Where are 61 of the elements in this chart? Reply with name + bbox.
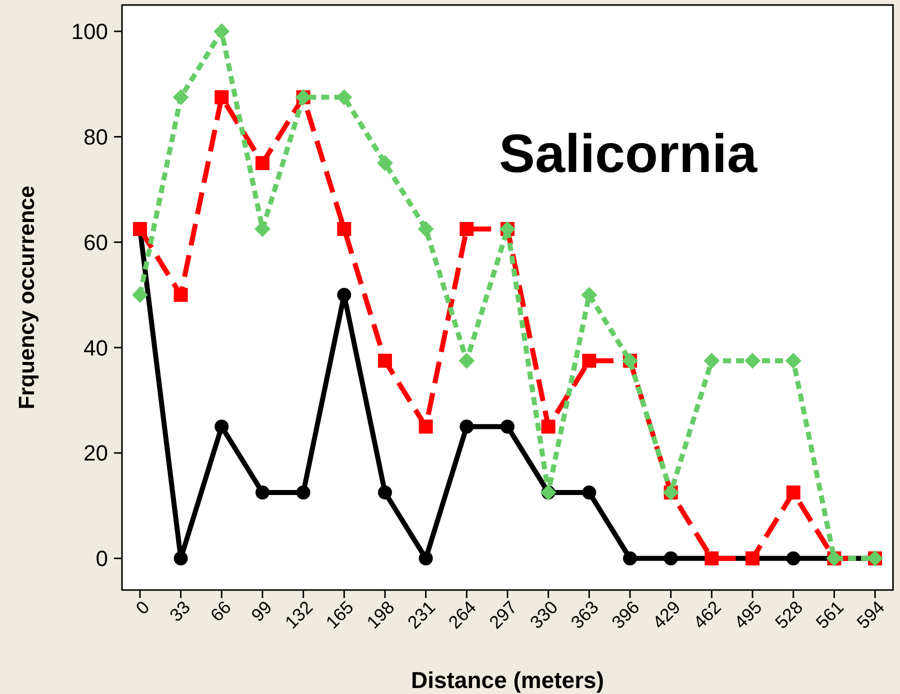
point — [296, 486, 310, 500]
point — [214, 23, 230, 40]
x-tick-label: 462 — [690, 597, 725, 633]
point — [337, 288, 352, 302]
point — [378, 354, 392, 368]
x-tick-label: 66 — [206, 597, 235, 626]
x-tick-label: 297 — [485, 597, 521, 633]
x-tick-label: 330 — [526, 597, 562, 633]
x-tick-label: 33 — [166, 597, 194, 626]
point — [786, 551, 800, 566]
point — [582, 354, 596, 368]
point — [132, 286, 148, 303]
point — [172, 89, 189, 106]
y-tick-label: 20 — [84, 440, 108, 466]
y-tick-label: 40 — [84, 335, 108, 360]
x-tick-label: 165 — [322, 597, 358, 633]
point — [378, 486, 392, 500]
x-tick-label: 132 — [281, 597, 317, 633]
point — [582, 486, 596, 500]
x-tick-label: 594 — [852, 597, 888, 633]
y-tick-label: 100 — [71, 19, 108, 44]
point — [418, 220, 434, 237]
x-tick-label: 396 — [608, 597, 644, 633]
point — [376, 155, 393, 172]
x-tick-label: 231 — [404, 597, 440, 633]
point — [255, 156, 270, 170]
x-tick-label: 264 — [444, 597, 480, 633]
point — [623, 551, 638, 566]
y-tick-label: 80 — [84, 124, 108, 150]
point — [541, 420, 556, 434]
x-tick-label: 0 — [132, 597, 154, 618]
x-tick-label: 99 — [247, 597, 276, 626]
point — [214, 90, 229, 104]
x-axis-title: Distance (meters) — [410, 667, 604, 693]
y-tick-label: 0 — [96, 546, 108, 572]
point — [337, 222, 352, 236]
x-tick-label: 495 — [730, 597, 766, 633]
point — [460, 420, 474, 434]
point — [785, 352, 802, 369]
point — [500, 420, 514, 434]
y-tick-label: 60 — [84, 230, 108, 255]
point — [460, 222, 474, 236]
point — [664, 551, 678, 566]
point — [458, 352, 475, 369]
annotation: Salicornia — [498, 124, 758, 184]
x-tick-label: 198 — [362, 597, 398, 633]
point — [255, 486, 270, 500]
point — [786, 486, 800, 500]
y-axis-title: Frquency occurrence — [14, 186, 39, 410]
x-tick-label: 561 — [812, 597, 848, 633]
point — [704, 352, 720, 369]
point — [581, 286, 598, 303]
point — [174, 551, 188, 566]
point — [214, 420, 229, 434]
x-tick-label: 363 — [567, 597, 602, 633]
x-tick-label: 429 — [648, 597, 684, 633]
point — [418, 551, 433, 566]
point — [418, 420, 433, 434]
point — [174, 288, 188, 302]
x-tick-label: 528 — [771, 597, 807, 633]
point — [744, 352, 761, 369]
